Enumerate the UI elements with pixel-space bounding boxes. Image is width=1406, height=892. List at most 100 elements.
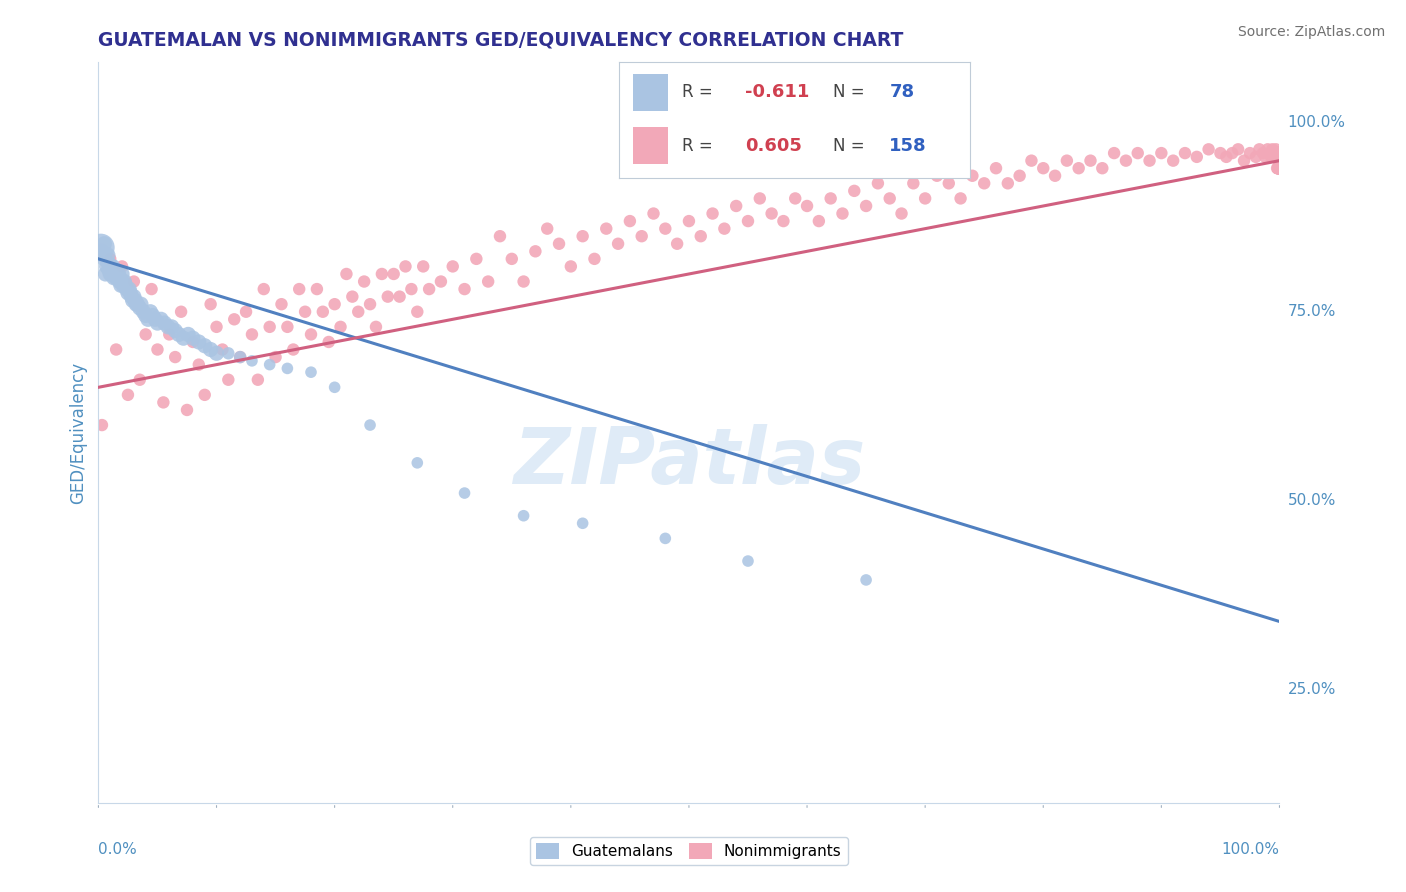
Point: [1267, 146, 1289, 161]
Point: [938, 177, 960, 191]
Point: [259, 319, 281, 334]
Point: [170, 304, 193, 318]
Point: [200, 343, 222, 357]
Point: [91, 244, 114, 259]
Point: [1251, 146, 1274, 161]
Point: [1267, 146, 1289, 161]
Point: [240, 327, 263, 342]
Text: R =: R =: [682, 83, 713, 101]
Point: [143, 312, 166, 326]
Point: [359, 418, 381, 433]
Y-axis label: GED/Equivalency: GED/Equivalency: [69, 361, 87, 504]
Point: [1260, 150, 1282, 164]
Point: [785, 191, 807, 205]
Point: [101, 267, 124, 281]
Point: [98, 260, 121, 274]
Point: [831, 206, 853, 220]
Point: [1032, 161, 1054, 176]
Point: [200, 297, 222, 311]
Point: [172, 331, 194, 345]
Point: [855, 573, 877, 587]
Point: [181, 334, 204, 349]
Point: [1265, 146, 1288, 161]
Point: [205, 319, 228, 334]
Point: [276, 361, 298, 376]
Point: [607, 236, 630, 251]
Point: [925, 169, 948, 183]
Text: R =: R =: [682, 137, 713, 155]
Point: [1139, 153, 1161, 168]
Point: [110, 278, 132, 293]
Point: [135, 327, 157, 342]
Point: [1233, 153, 1256, 168]
Point: [772, 214, 794, 228]
Point: [127, 297, 149, 311]
Point: [118, 282, 141, 296]
Point: [122, 290, 145, 304]
Point: [1249, 142, 1271, 156]
Point: [1198, 142, 1220, 156]
Point: [1254, 150, 1277, 164]
Point: [103, 270, 125, 285]
Point: [246, 373, 269, 387]
Point: [1174, 146, 1197, 161]
Point: [146, 316, 169, 330]
Point: [111, 275, 134, 289]
Point: [1067, 161, 1090, 176]
Point: [124, 293, 146, 308]
Point: [128, 301, 150, 315]
Point: [97, 248, 120, 262]
Point: [1115, 153, 1137, 168]
Point: [150, 312, 173, 326]
Point: [181, 331, 204, 345]
Point: [111, 267, 134, 281]
Point: [235, 304, 257, 318]
Point: [1008, 169, 1031, 183]
Point: [1263, 146, 1285, 161]
Point: [299, 365, 322, 379]
Point: [571, 516, 593, 531]
Point: [342, 290, 364, 304]
Point: [536, 221, 558, 235]
Point: [165, 324, 187, 338]
Point: [187, 358, 209, 372]
FancyBboxPatch shape: [633, 74, 668, 112]
Point: [288, 282, 311, 296]
Point: [122, 275, 145, 289]
Point: [512, 508, 534, 523]
Text: 100.0%: 100.0%: [1222, 842, 1279, 856]
Text: GUATEMALAN VS NONIMMIGRANTS GED/EQUIVALENCY CORRELATION CHART: GUATEMALAN VS NONIMMIGRANTS GED/EQUIVALE…: [98, 30, 904, 50]
Text: 25.0%: 25.0%: [1288, 682, 1336, 697]
Text: 100.0%: 100.0%: [1288, 115, 1346, 130]
Point: [997, 177, 1019, 191]
Point: [401, 282, 423, 296]
Point: [135, 309, 157, 323]
Point: [167, 327, 190, 342]
Point: [98, 252, 121, 266]
Point: [117, 285, 139, 300]
Point: [583, 252, 606, 266]
Point: [430, 275, 453, 289]
Point: [406, 304, 429, 318]
Text: N =: N =: [832, 137, 865, 155]
Point: [477, 275, 499, 289]
Point: [114, 278, 136, 293]
Point: [1267, 146, 1289, 161]
Point: [276, 319, 298, 334]
Point: [465, 252, 488, 266]
Point: [100, 260, 122, 274]
Text: 158: 158: [889, 137, 927, 155]
Point: [160, 319, 183, 334]
Point: [329, 319, 352, 334]
Point: [90, 241, 112, 255]
Point: [382, 267, 405, 281]
Point: [1264, 150, 1286, 164]
Point: [820, 191, 842, 205]
Point: [112, 278, 135, 293]
Point: [240, 354, 263, 368]
Point: [153, 316, 176, 330]
Point: [194, 388, 217, 402]
Point: [1267, 161, 1289, 176]
Point: [157, 327, 180, 342]
Point: [1267, 146, 1289, 161]
